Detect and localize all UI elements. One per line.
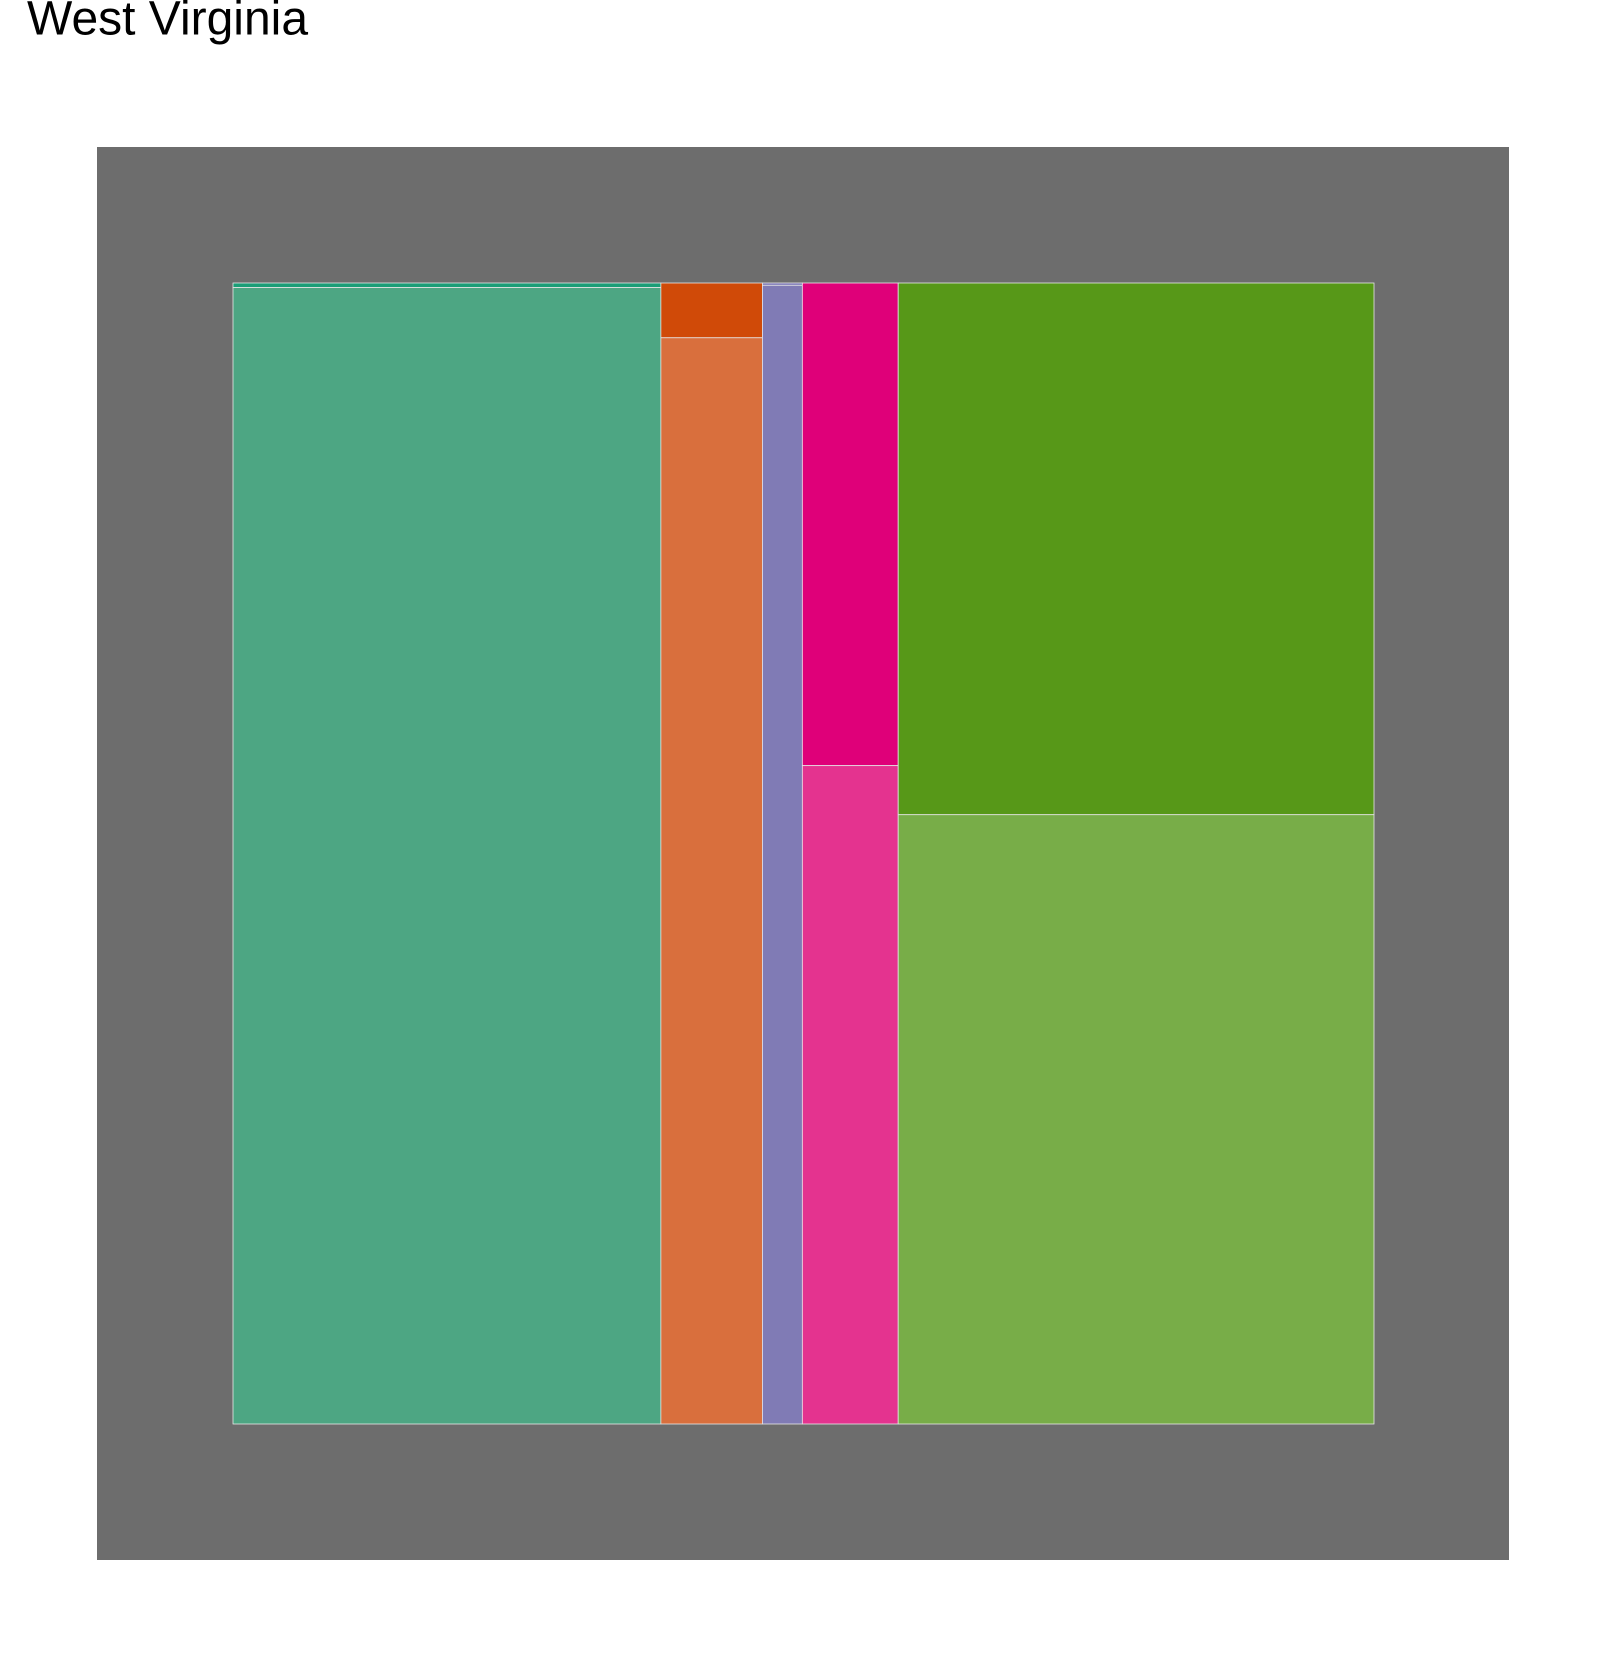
mosaic-tile bbox=[897, 814, 1375, 1425]
mosaic-tile bbox=[762, 284, 803, 1425]
mosaic-tile bbox=[660, 282, 763, 339]
mosaic-tile bbox=[660, 337, 763, 1425]
mosaic-tile bbox=[232, 282, 662, 288]
mosaic-tile bbox=[232, 287, 662, 1425]
mosaic-tile bbox=[897, 282, 1375, 816]
mosaic-tile bbox=[801, 282, 899, 767]
chart-title: West Virginia bbox=[27, 0, 308, 46]
mosaic-tile bbox=[801, 765, 899, 1425]
